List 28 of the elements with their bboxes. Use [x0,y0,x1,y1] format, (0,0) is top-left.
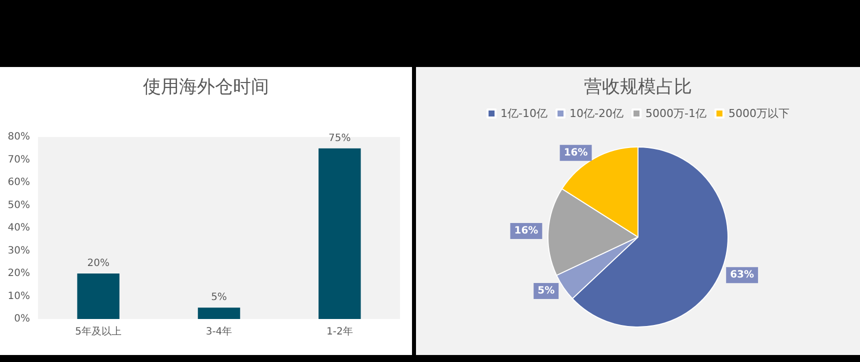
legend-label: 1亿-10亿 [500,107,548,120]
y-tick-label: 60% [8,177,30,188]
bar [198,308,240,319]
x-tick-label: 5年及以上 [75,326,122,338]
y-tick-label: 30% [8,245,30,256]
data-label: 63% [730,270,754,281]
legend-label: 10亿-20亿 [570,107,624,120]
x-tick-label: 1-2年 [326,326,353,338]
legend-label: 5000万以下 [728,107,790,120]
y-tick-label: 10% [8,290,30,302]
data-label: 20% [87,258,110,269]
bar [318,148,361,319]
data-label: 5% [538,285,555,296]
data-label: 16% [564,147,588,158]
legend-label: 5000万-1亿 [645,107,706,120]
y-tick-label: 0% [14,314,30,324]
y-tick-label: 70% [8,154,30,166]
data-label: 5% [211,292,227,304]
chart-title: 使用海外仓时间 [143,76,269,98]
bar [77,274,120,319]
y-tick-label: 40% [8,222,30,234]
y-tick-label: 20% [8,268,30,279]
x-tick-label: 3-4年 [206,326,232,338]
data-label: 75% [328,132,351,144]
y-tick-label: 80% [8,132,30,142]
chart-title: 营收规模占比 [584,76,692,98]
data-label: 16% [514,225,538,236]
y-tick-label: 50% [8,200,30,211]
